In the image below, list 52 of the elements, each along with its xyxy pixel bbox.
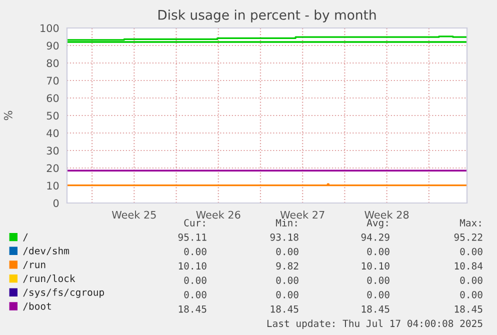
text: 0.00 — [460, 290, 482, 298]
text: 93.18 — [270, 233, 298, 241]
text: 0.00 — [367, 276, 390, 284]
text: Avg: — [366, 219, 388, 228]
text: 0.00 — [276, 248, 298, 256]
text: 0.00 — [184, 276, 206, 284]
x-tick-label: Week 25 — [112, 210, 156, 219]
text: Min: — [276, 218, 297, 226]
y-tick-label: 50 — [46, 112, 59, 120]
text: 10.10 — [178, 262, 206, 270]
text: 10.84 — [454, 262, 483, 270]
y-tick-label: 30 — [46, 146, 59, 155]
legend-label: /run — [23, 261, 46, 270]
text: 18.45 — [178, 305, 206, 313]
text: 9.82 — [276, 262, 298, 270]
y-tick-label: 80 — [46, 59, 59, 68]
y-tick-label: 100 — [40, 24, 59, 32]
chart-title: Disk usage in percent - by month — [158, 10, 376, 22]
text: 0.00 — [184, 290, 206, 298]
text: Max: — [460, 219, 481, 226]
x-tick-label: Week 27 — [280, 210, 324, 219]
y-tick-label: 0 — [53, 199, 59, 208]
y-tick-label: 60 — [46, 94, 59, 102]
legend-label: /dev/shm — [23, 246, 69, 256]
text: 0.00 — [276, 276, 298, 284]
legend-label: /run/lock — [23, 274, 76, 283]
y-tick-label: 40 — [46, 129, 59, 138]
text: 0.00 — [184, 248, 206, 256]
text: 0.00 — [460, 248, 482, 256]
text: Cur: — [184, 219, 205, 226]
text: 0.00 — [367, 248, 390, 256]
y-tick-label: 90 — [46, 42, 59, 50]
text: 95.22 — [454, 233, 482, 241]
y-tick-label: 10 — [47, 182, 59, 190]
legend-label: / — [23, 233, 28, 242]
text: 95.11 — [178, 233, 206, 241]
y-tick-label: 20 — [46, 164, 59, 172]
x-tick-label: Week 26 — [196, 210, 240, 219]
text: 18.45 — [454, 305, 482, 313]
x-tick-label: Week 28 — [364, 210, 409, 219]
text: Last update: Thu Jul 17 04:00:08 2025 — [267, 320, 482, 329]
text: 0.00 — [276, 290, 298, 298]
text: 10.10 — [362, 262, 390, 270]
legend-label: /boot — [23, 302, 51, 311]
text: 18.45 — [362, 305, 390, 313]
y-axis-title: % — [4, 110, 12, 120]
text: 94.29 — [361, 233, 390, 241]
text: 18.45 — [270, 305, 298, 313]
y-tick-label: 70 — [46, 76, 59, 85]
text: 0.00 — [367, 290, 390, 298]
legend-label: /sys/fs/cgroup — [23, 288, 104, 298]
text: 0.00 — [460, 276, 482, 284]
